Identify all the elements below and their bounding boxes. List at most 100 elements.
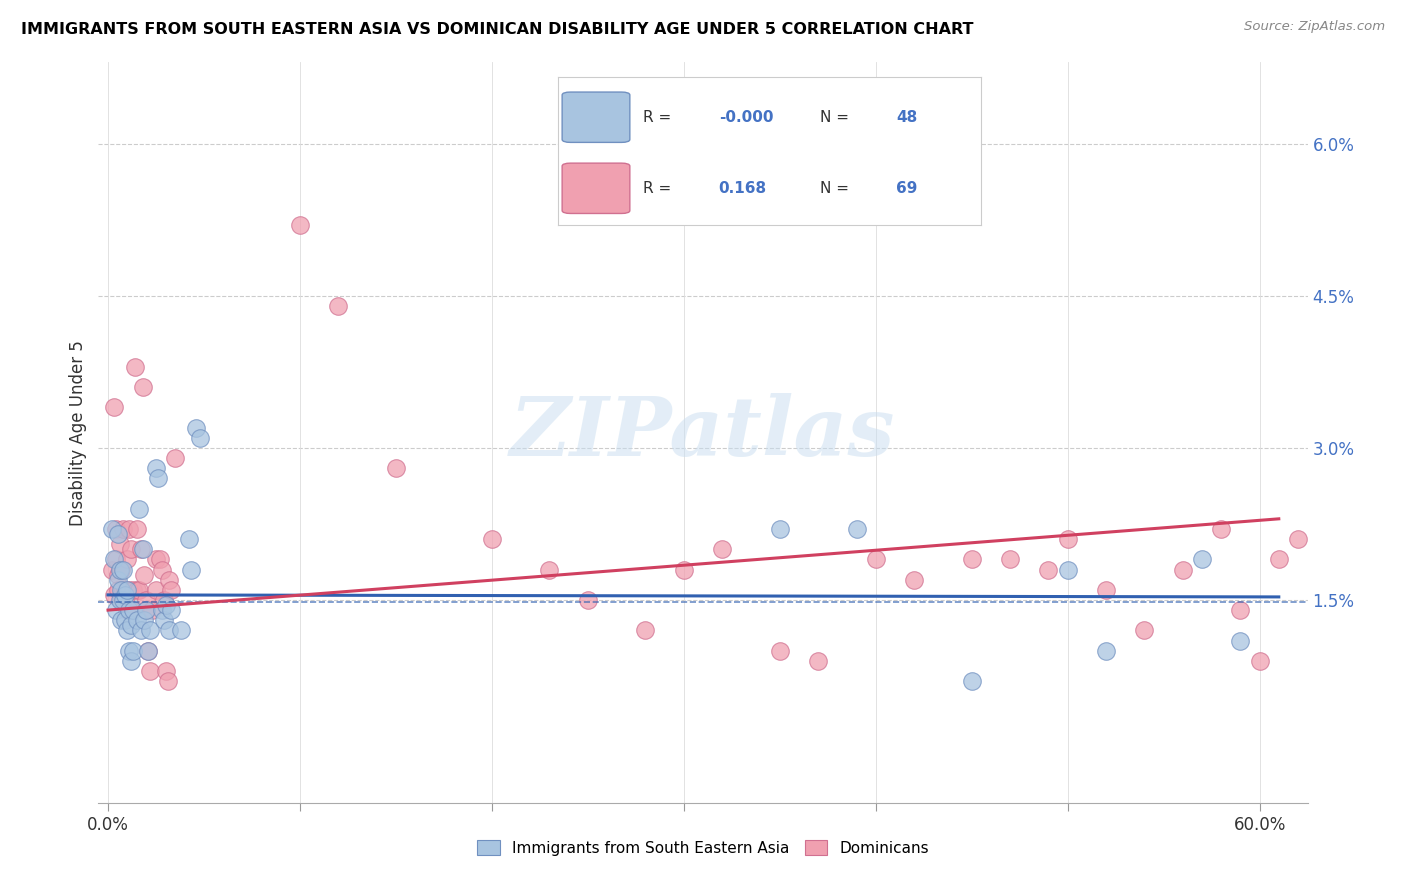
Point xyxy=(108,593,131,607)
Point xyxy=(129,624,152,638)
Point xyxy=(107,527,129,541)
Point xyxy=(1095,643,1118,657)
Point xyxy=(1133,624,1156,638)
Text: ZIPatlas: ZIPatlas xyxy=(510,392,896,473)
Point xyxy=(139,664,162,678)
Point xyxy=(960,674,983,689)
Point xyxy=(150,562,173,576)
Point xyxy=(385,461,408,475)
Point xyxy=(149,552,172,566)
Point xyxy=(145,552,167,566)
Point xyxy=(108,537,131,551)
Point xyxy=(122,582,145,597)
Point xyxy=(110,613,132,627)
Point xyxy=(118,603,141,617)
Point xyxy=(115,552,138,566)
Point xyxy=(145,582,167,597)
Point xyxy=(107,573,129,587)
Point xyxy=(177,532,200,546)
Point xyxy=(114,588,136,602)
Point xyxy=(188,431,211,445)
Point xyxy=(155,598,177,612)
Point xyxy=(136,643,159,657)
Point xyxy=(107,567,129,582)
Point xyxy=(156,674,179,689)
Point xyxy=(1268,552,1291,566)
Point xyxy=(118,582,141,597)
Point xyxy=(186,420,208,434)
Point xyxy=(139,624,162,638)
Point xyxy=(152,593,174,607)
Point xyxy=(125,522,148,536)
Point xyxy=(145,461,167,475)
Point xyxy=(122,603,145,617)
Point xyxy=(1171,562,1194,576)
Point xyxy=(634,624,657,638)
Point xyxy=(711,542,734,557)
Point xyxy=(1229,633,1251,648)
Point xyxy=(960,552,983,566)
Point xyxy=(1286,532,1309,546)
Point xyxy=(104,603,127,617)
Point xyxy=(110,582,132,597)
Point xyxy=(146,471,169,485)
Point xyxy=(112,522,135,536)
Point xyxy=(110,562,132,576)
Point xyxy=(160,603,183,617)
Point xyxy=(1056,562,1078,576)
Point xyxy=(672,562,695,576)
Point xyxy=(152,613,174,627)
Point xyxy=(115,603,138,617)
Point xyxy=(576,593,599,607)
Point xyxy=(128,501,150,516)
Point xyxy=(110,593,132,607)
Point xyxy=(125,582,148,597)
Point xyxy=(1095,582,1118,597)
Point xyxy=(108,562,131,576)
Point xyxy=(112,582,135,597)
Point xyxy=(150,603,173,617)
Point xyxy=(120,618,142,632)
Point xyxy=(134,567,156,582)
Point xyxy=(104,522,127,536)
Point xyxy=(1229,603,1251,617)
Point xyxy=(115,624,138,638)
Point xyxy=(114,582,136,597)
Point xyxy=(115,582,138,597)
Point xyxy=(135,603,157,617)
Point xyxy=(134,613,156,627)
Point xyxy=(107,582,129,597)
Point xyxy=(160,582,183,597)
Point xyxy=(103,401,125,415)
Point xyxy=(124,359,146,374)
Point xyxy=(120,654,142,668)
Point xyxy=(141,603,163,617)
Point xyxy=(131,380,153,394)
Point xyxy=(120,542,142,557)
Point xyxy=(118,643,141,657)
Point xyxy=(135,603,157,617)
Point xyxy=(114,593,136,607)
Point xyxy=(101,562,124,576)
Point xyxy=(112,562,135,576)
Text: Source: ZipAtlas.com: Source: ZipAtlas.com xyxy=(1244,20,1385,33)
Point xyxy=(769,522,792,536)
Point xyxy=(128,582,150,597)
Point xyxy=(136,643,159,657)
Point xyxy=(807,654,830,668)
Point xyxy=(865,552,887,566)
Point xyxy=(481,532,503,546)
Point xyxy=(903,573,925,587)
Point xyxy=(538,562,561,576)
Point xyxy=(129,542,152,557)
Point xyxy=(125,613,148,627)
Point xyxy=(769,643,792,657)
Point xyxy=(114,613,136,627)
Point xyxy=(104,552,127,566)
Point xyxy=(120,603,142,617)
Point xyxy=(1056,532,1078,546)
Y-axis label: Disability Age Under 5: Disability Age Under 5 xyxy=(69,340,87,525)
Point xyxy=(1211,522,1233,536)
Point xyxy=(101,522,124,536)
Point xyxy=(118,522,141,536)
